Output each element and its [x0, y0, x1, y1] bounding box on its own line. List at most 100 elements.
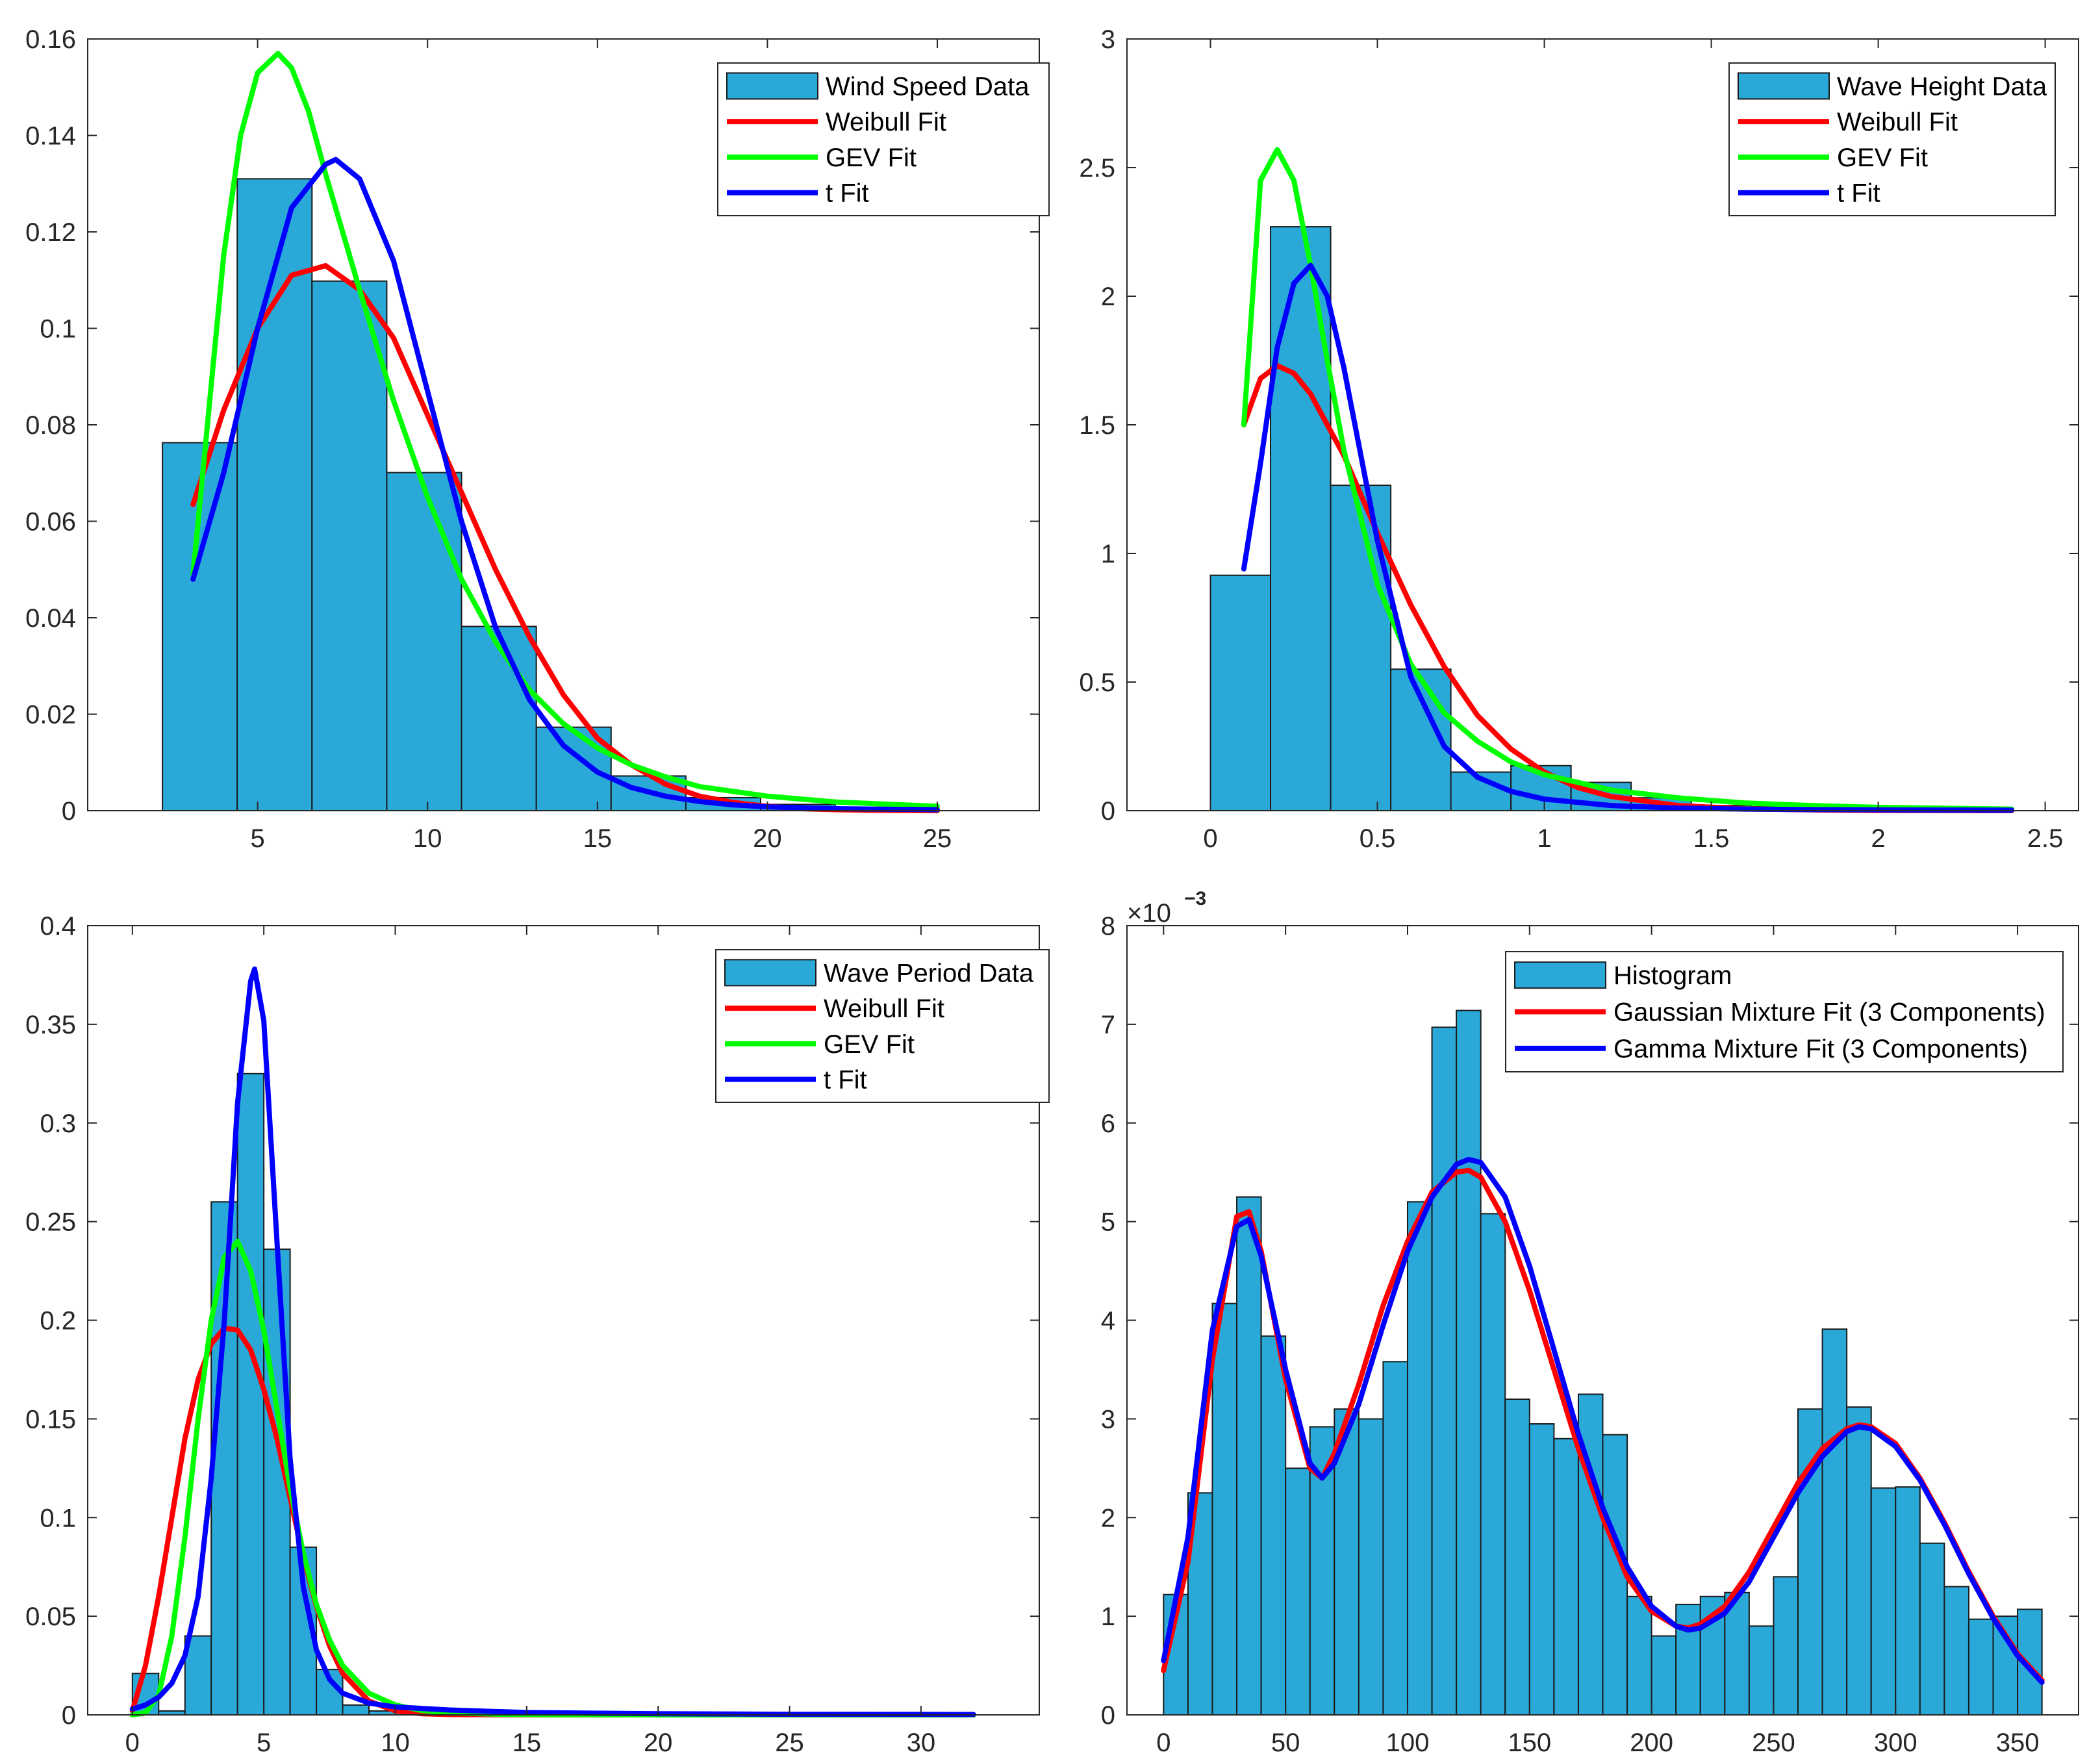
y-tick-label: 5 [1101, 1208, 1115, 1237]
y-tick-label: 0.3 [40, 1109, 76, 1138]
legend-swatch-histogram [726, 72, 818, 100]
histogram-bar [1773, 1576, 1799, 1716]
x-tick-label: 0 [1156, 1729, 1170, 1757]
x-tick-label: 25 [923, 824, 952, 853]
legend-label: Histogram [1613, 961, 1732, 990]
legend-swatch-histogram [1738, 72, 1830, 100]
histogram-bar [1504, 1399, 1530, 1716]
histogram-bar [1821, 1328, 1848, 1716]
histogram-bar [1382, 1361, 1408, 1716]
y-tick-label: 0.25 [25, 1208, 76, 1237]
x-tick-label: 2 [1871, 824, 1885, 853]
y-tick-label: 0.08 [25, 411, 76, 440]
y-tick-label: 4 [1101, 1307, 1115, 1336]
histogram-bar [461, 626, 537, 811]
y-tick-label: 2 [1101, 283, 1115, 311]
legend-label: t Fit [1837, 179, 1880, 208]
y-tick-label: 8 [1101, 912, 1115, 941]
x-tick-label: 300 [1874, 1729, 1917, 1757]
legend-swatch-histogram [1514, 961, 1606, 989]
histogram-bar [1358, 1418, 1384, 1716]
wave-height-panel: 0 0.5 1 1.5 2 2.5 0 0.5 1 1.5 2 2.5 3 Wave Height Dat… [1079, 25, 2079, 853]
histogram-bar [1895, 1486, 1921, 1716]
histogram-bar [1431, 1026, 1458, 1716]
legend-label: Weibull Fit [824, 995, 944, 1023]
x-tick-label: 0 [1203, 824, 1217, 853]
x-tick-label: 20 [753, 824, 782, 853]
legend-label: Wind Speed Data [826, 72, 1030, 101]
histogram-bar [1528, 1423, 1555, 1716]
y-tick-label: 0.14 [25, 122, 76, 151]
histogram-bar [1967, 1618, 1994, 1716]
histogram-bar [236, 178, 313, 811]
histogram-bar [311, 280, 388, 811]
gamma-mixture-fit-3-components-line [1161, 1156, 2045, 1685]
histogram-bar [1209, 574, 1272, 811]
histogram-bar [236, 1072, 265, 1716]
legend-label: t Fit [824, 1066, 867, 1095]
legend: Wave Period Data Weibull Fit GEV Fit t Fit [715, 949, 1050, 1103]
legend-label: Wave Height Data [1837, 72, 2047, 101]
y-tick-label: 2 [1101, 1504, 1115, 1532]
x-tick-label: 0 [125, 1729, 140, 1757]
histogram-bar [1602, 1434, 1628, 1716]
histogram-bar [1846, 1406, 1872, 1716]
y-exponent-power: −3 [1184, 888, 1206, 909]
legend-label: GEV Fit [826, 144, 917, 172]
legend: Wind Speed Data Weibull Fit GEV Fit t Fit [717, 62, 1050, 216]
legend-label: t Fit [826, 179, 869, 208]
wave-period-panel: 0 5 10 15 20 25 30 0 0.05 0.1 0.15 0.2 0.25 0.3 0.35 0.… [25, 912, 1050, 1757]
y-tick-label: 0.16 [25, 25, 76, 54]
legend-swatch-histogram [724, 959, 816, 987]
gev-fit-line [1241, 147, 2015, 812]
y-tick-label: 0.04 [25, 604, 76, 633]
legend: Histogram Gaussian Mixture Fit (3 Compone… [1505, 951, 2064, 1072]
x-tick-label: 10 [381, 1729, 410, 1757]
histogram-bar [1553, 1438, 1579, 1716]
direction-mixture-panel: 0 50 100 150 200 250 300 350 0 1 2 3 4 5 6 7 8 ×10 −3 Histo… [1101, 888, 2079, 1757]
t-fit-line [1241, 262, 2015, 813]
y-tick-label: 7 [1101, 1011, 1115, 1039]
y-tick-label: 1.5 [1079, 411, 1115, 440]
x-tick-label: 50 [1271, 1729, 1300, 1757]
x-tick-label: 2.5 [2027, 824, 2064, 853]
x-tick-label: 10 [413, 824, 442, 853]
histogram-bar [1797, 1408, 1823, 1716]
y-tick-label: 0.02 [25, 701, 76, 729]
y-tick-label: 0.4 [40, 912, 76, 941]
wind-speed-panel: 5 10 15 20 25 0 0.02 0.04 0.06 0.08 0.1 0.12 0.14 0.1… [25, 25, 1050, 853]
y-tick-label: 0.15 [25, 1405, 76, 1434]
histogram-bar [1943, 1586, 1969, 1716]
histogram-bar [1285, 1467, 1311, 1716]
histogram-bar [1406, 1201, 1433, 1716]
histogram-bar [1651, 1635, 1677, 1716]
x-tick-label: 200 [1630, 1729, 1673, 1757]
x-tick-label: 5 [250, 824, 264, 853]
t-fit-line [129, 966, 976, 1717]
histogram-bar [1211, 1302, 1238, 1716]
histogram-bar [1748, 1625, 1775, 1716]
histogram-bars [131, 1072, 422, 1716]
histogram-bar [386, 472, 462, 811]
x-tick-label: 1 [1537, 824, 1551, 853]
y-tick-label: 0 [62, 797, 76, 826]
y-tick-label: 6 [1101, 1109, 1115, 1138]
x-tick-label: 350 [1996, 1729, 2040, 1757]
y-exponent-base: ×10 [1127, 899, 1171, 928]
t-fit-line [190, 157, 940, 813]
x-tick-label: 15 [512, 1729, 542, 1757]
x-tick-label: 1.5 [1693, 824, 1730, 853]
histogram-bar [1480, 1213, 1506, 1716]
y-tick-label: 0.5 [1079, 668, 1115, 697]
y-tick-label: 0 [1101, 797, 1115, 826]
legend-label: GEV Fit [824, 1030, 915, 1059]
y-tick-label: 0.1 [40, 315, 76, 344]
histogram-bar [2017, 1608, 2043, 1716]
legend: Wave Height Data Weibull Fit GEV Fit t Fit [1728, 62, 2056, 216]
y-tick-label: 0.35 [25, 1011, 76, 1039]
x-tick-label: 150 [1508, 1729, 1551, 1757]
x-tick-label: 25 [775, 1729, 804, 1757]
x-tick-label: 100 [1386, 1729, 1430, 1757]
y-tick-label: 0 [1101, 1701, 1115, 1730]
